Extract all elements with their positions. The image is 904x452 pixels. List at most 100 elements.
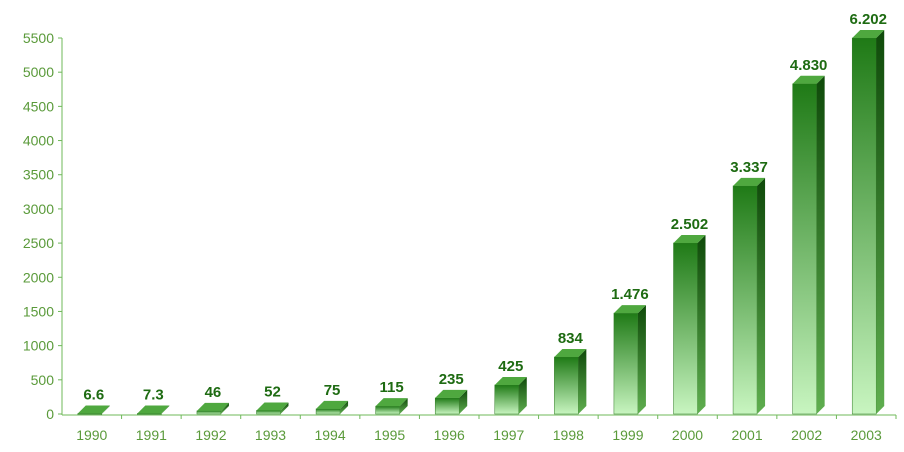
- y-tick-label: 500: [31, 372, 55, 388]
- y-tick-label: 1000: [23, 338, 54, 354]
- bar-side: [340, 400, 349, 414]
- bar-front: [673, 242, 698, 415]
- y-tick-label: 4500: [23, 98, 54, 114]
- x-tick-label: 1990: [76, 427, 107, 443]
- data-label: 6.6: [83, 387, 104, 404]
- bar-top: [77, 405, 110, 414]
- x-tick-label: 1999: [612, 427, 643, 443]
- bar: [673, 234, 706, 415]
- data-label: 52: [264, 383, 281, 400]
- data-label: 115: [380, 379, 404, 396]
- bar-top: [673, 234, 706, 243]
- chart-bars: [77, 30, 885, 415]
- bar-side: [876, 30, 885, 414]
- bar-top: [494, 376, 527, 385]
- y-tick-label: 4000: [23, 133, 54, 149]
- bar: [196, 402, 229, 415]
- y-tick-label: 2000: [23, 269, 54, 285]
- data-label: 2.502: [671, 216, 709, 233]
- bar-top: [375, 398, 408, 407]
- y-tick-label: 3500: [23, 167, 54, 183]
- bar-front: [792, 83, 817, 415]
- data-label: 75: [324, 382, 341, 399]
- bar-side: [161, 405, 170, 414]
- data-label: 3.337: [730, 159, 768, 176]
- bar-front: [137, 413, 162, 415]
- bar-front: [732, 185, 758, 415]
- bar-side: [697, 234, 706, 414]
- bar-top: [137, 405, 170, 414]
- bar-side: [101, 405, 110, 414]
- bar-side: [399, 398, 408, 414]
- x-tick-label: 2001: [731, 427, 762, 443]
- data-label: 7.3: [143, 387, 164, 404]
- data-label: 834: [558, 330, 584, 347]
- x-tick-label: 1996: [434, 427, 465, 443]
- y-tick-label: 5500: [23, 30, 54, 46]
- bar-front: [494, 384, 520, 415]
- x-tick-label: 1998: [553, 427, 584, 443]
- bar-front: [315, 408, 341, 415]
- bar: [375, 398, 408, 415]
- y-tick-label: 1500: [23, 303, 54, 319]
- bar-front: [77, 413, 103, 415]
- bar-front: [196, 410, 222, 415]
- x-tick-label: 2000: [672, 427, 703, 443]
- bar-side: [220, 402, 229, 414]
- x-tick-label: 1994: [314, 427, 345, 443]
- bar-side: [637, 305, 646, 414]
- bar: [554, 348, 587, 415]
- bar-side: [757, 177, 766, 414]
- bar-top: [435, 389, 468, 398]
- bar-top: [316, 400, 349, 409]
- data-label: 235: [439, 371, 464, 388]
- bar-front: [554, 356, 579, 415]
- bar: [434, 389, 468, 415]
- bar: [137, 405, 170, 415]
- bar: [792, 75, 825, 415]
- bar-side: [816, 75, 825, 414]
- chart-labels: 1990 6.6 1991 7.3 1992 46 1993 52 1994 75 1995 115 1…: [76, 11, 887, 443]
- bar-top: [256, 402, 289, 411]
- chart-axes: 0 500 1000 1500 2000 2500 3000 3500 4000 4500 5000…: [23, 30, 897, 422]
- x-tick-label: 1992: [195, 427, 226, 443]
- x-tick-label: 1993: [255, 427, 286, 443]
- x-tick-label: 2002: [791, 427, 822, 443]
- data-label: 1.476: [611, 286, 649, 303]
- data-label: 425: [498, 358, 523, 375]
- x-tick-label: 1997: [493, 427, 524, 443]
- bar-top: [554, 348, 587, 357]
- bar: [851, 30, 885, 415]
- data-label: 46: [205, 384, 222, 401]
- bar: [256, 402, 289, 415]
- bar: [77, 405, 110, 415]
- bar: [315, 400, 349, 415]
- bar-front: [256, 410, 281, 415]
- bar-top: [613, 305, 646, 314]
- y-tick-label: 2500: [23, 235, 54, 251]
- bar-top: [852, 30, 885, 38]
- bar-front: [375, 405, 400, 415]
- x-tick-label: 1995: [374, 427, 405, 443]
- bar-front: [851, 37, 877, 415]
- x-tick-label: 2003: [851, 427, 882, 443]
- bar-front: [613, 312, 639, 415]
- y-tick-label: 3000: [23, 201, 54, 217]
- data-label: 4.830: [790, 57, 828, 74]
- bar-side: [459, 389, 468, 414]
- bar: [494, 376, 527, 415]
- bar-side: [280, 402, 289, 414]
- x-tick-label: 1991: [136, 427, 167, 443]
- bar: [732, 177, 766, 415]
- y-tick-label: 5000: [23, 64, 54, 80]
- data-label: 6.202: [849, 11, 887, 28]
- bar-side: [518, 376, 527, 414]
- y-tick-label: 0: [46, 406, 54, 422]
- bar-top: [733, 177, 766, 186]
- bar-side: [578, 348, 587, 414]
- bar-top: [792, 75, 825, 84]
- bar: [613, 305, 646, 415]
- bar-top: [196, 402, 229, 411]
- bar-front: [434, 397, 460, 415]
